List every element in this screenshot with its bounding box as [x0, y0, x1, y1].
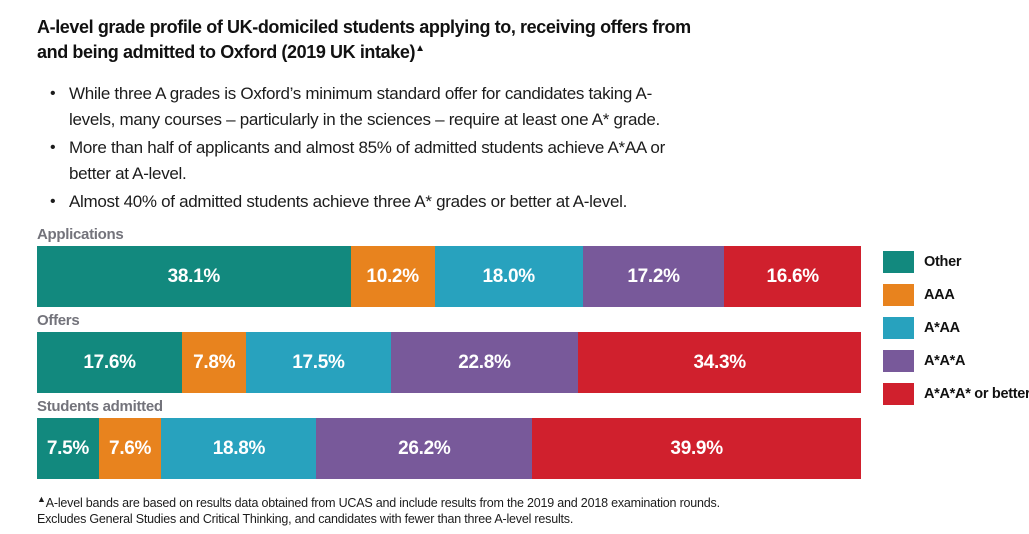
chart-row: Students admitted 7.5% 7.6% 18.8% 26.2% 39.9% — [37, 398, 861, 479]
segment-value-label: 7.5% — [46, 437, 89, 459]
stacked-bar: 38.1% 10.2% 18.0% 17.2% 16.6% — [37, 246, 861, 307]
bar-segment: 34.3% — [578, 332, 861, 393]
chart-legend: Other AAA A*AA A*A*A A*A*A* or better — [883, 226, 1029, 484]
chart-area: Applications 38.1% 10.2% 18.0% 17.2% 16.6% Off… — [37, 226, 1029, 484]
legend-label: A*A*A — [924, 353, 966, 369]
segment-value-label: 26.2% — [398, 437, 451, 459]
bar-category-label: Students admitted — [37, 398, 163, 415]
bar-segment: 7.8% — [182, 332, 247, 393]
footnote-marker-icon: ▲ — [37, 493, 46, 504]
bar-segment: 7.5% — [37, 418, 99, 479]
bar-segment: 18.0% — [434, 246, 583, 307]
footnote: ▲A-level bands are based on results data… — [37, 493, 1029, 527]
bar-segment: 17.2% — [582, 246, 725, 307]
legend-item: AAA — [883, 284, 1029, 306]
bar-segment: 7.6% — [98, 418, 162, 479]
legend-item: A*A*A* or better — [883, 383, 1029, 405]
stacked-bar: 7.5% 7.6% 18.8% 26.2% 39.9% — [37, 418, 861, 479]
segment-value-label: 7.6% — [109, 437, 152, 459]
segment-value-label: 17.5% — [292, 351, 345, 373]
bar-segment: 22.8% — [390, 332, 579, 393]
bar-segment: 38.1% — [37, 246, 351, 307]
legend-swatch — [883, 317, 914, 339]
segment-value-label: 34.3% — [693, 351, 747, 373]
legend-label: AAA — [924, 287, 955, 303]
footnote-marker-icon: ▲ — [415, 43, 425, 54]
bar-segment: 17.6% — [37, 332, 183, 393]
chart-title: A-level grade profile of UK-domiciled st… — [37, 15, 1029, 65]
bar-segment: 10.2% — [350, 246, 435, 307]
chart-row: Offers 17.6% 7.8% 17.5% 22.8% 34.3% — [37, 312, 861, 393]
legend-swatch — [883, 350, 914, 372]
bar-category-label: Applications — [37, 226, 124, 243]
segment-value-label: 22.8% — [458, 351, 511, 373]
footnote-text-line1: A-level bands are based on results data … — [45, 496, 720, 510]
bullet-item: More than half of applicants and almost … — [45, 135, 697, 187]
stacked-bar: 17.6% 7.8% 17.5% 22.8% 34.3% — [37, 332, 861, 393]
footnote-text-line2: Excludes General Studies and Critical Th… — [37, 512, 574, 526]
bar-segment: 18.8% — [161, 418, 317, 479]
segment-value-label: 18.0% — [482, 265, 535, 287]
legend-item: Other — [883, 251, 1029, 273]
bullet-list: While three A grades is Oxford’s minimum… — [45, 81, 697, 215]
bar-segment: 17.5% — [246, 332, 391, 393]
legend-label: Other — [924, 254, 962, 270]
legend-swatch — [883, 383, 914, 405]
segment-value-label: 17.6% — [83, 351, 136, 373]
chart-title-line1: A-level grade profile of UK-domiciled st… — [37, 17, 691, 37]
legend-label: A*A*A* or better — [924, 386, 1029, 402]
bullet-item: Almost 40% of admitted students achieve … — [45, 189, 697, 215]
segment-value-label: 10.2% — [366, 265, 419, 287]
segment-value-label: 39.9% — [670, 437, 723, 459]
chart-title-line2-text: and being admitted to Oxford (2019 UK in… — [37, 42, 416, 62]
legend-swatch — [883, 251, 914, 273]
legend-swatch — [883, 284, 914, 306]
segment-value-label: 7.8% — [193, 351, 236, 373]
chart-row: Applications 38.1% 10.2% 18.0% 17.2% 16.6% — [37, 226, 861, 307]
bullet-item: While three A grades is Oxford’s minimum… — [45, 81, 697, 133]
legend-label: A*AA — [924, 320, 960, 336]
stacked-bar-chart: Applications 38.1% 10.2% 18.0% 17.2% 16.6% Off… — [37, 226, 861, 484]
chart-title-line2: and being admitted to Oxford (2019 UK in… — [37, 40, 1029, 65]
segment-value-label: 17.2% — [627, 265, 680, 287]
bar-category-label: Offers — [37, 312, 80, 329]
bar-segment: 16.6% — [724, 246, 861, 307]
legend-item: A*AA — [883, 317, 1029, 339]
segment-value-label: 38.1% — [167, 265, 221, 287]
bar-segment: 26.2% — [316, 418, 533, 479]
legend-item: A*A*A — [883, 350, 1029, 372]
footnote-line1: ▲A-level bands are based on results data… — [37, 493, 1029, 511]
segment-value-label: 16.6% — [766, 265, 819, 287]
segment-value-label: 18.8% — [212, 437, 266, 459]
bar-segment: 39.9% — [532, 418, 861, 479]
